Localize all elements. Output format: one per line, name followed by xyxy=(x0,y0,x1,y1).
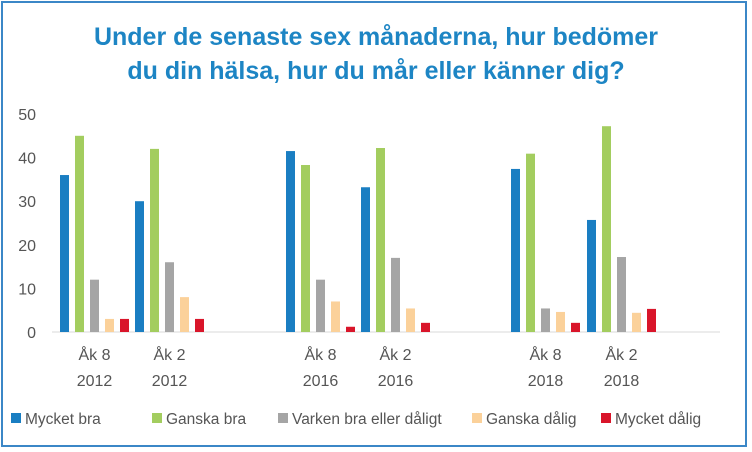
y-tick-label: 50 xyxy=(18,107,36,124)
bar xyxy=(647,308,656,332)
y-tick-label: 0 xyxy=(27,325,36,342)
bar xyxy=(60,175,69,332)
bar xyxy=(75,135,84,332)
y-axis: 0 10 20 30 40 50 xyxy=(18,107,36,342)
x-category-label: Åk 2 xyxy=(605,345,637,364)
legend-swatch xyxy=(278,413,288,423)
y-tick-label: 30 xyxy=(18,194,36,211)
x-category-year: 2018 xyxy=(528,373,564,390)
bar xyxy=(571,322,580,332)
y-tick-label: 20 xyxy=(18,238,36,255)
bar xyxy=(180,297,189,332)
bar xyxy=(361,187,370,332)
bar xyxy=(376,148,385,332)
x-category-label: Åk 8 xyxy=(304,345,336,364)
legend-label: Mycket dålig xyxy=(615,411,701,428)
x-category-label: Åk 2 xyxy=(379,345,411,364)
chart-frame xyxy=(1,1,747,447)
bar xyxy=(331,301,340,332)
bar xyxy=(105,318,114,332)
bar xyxy=(346,326,355,332)
bar xyxy=(587,219,596,332)
x-category-label: Åk 8 xyxy=(78,345,110,364)
x-category-year: 2016 xyxy=(378,373,414,390)
bar xyxy=(286,151,295,332)
x-category-label: Åk 2 xyxy=(153,345,185,364)
x-category-year: 2016 xyxy=(303,373,339,390)
bar xyxy=(165,262,174,332)
bar xyxy=(511,168,520,332)
legend-label: Varken bra eller dåligt xyxy=(292,411,442,428)
legend-label: Ganska dålig xyxy=(486,411,576,428)
x-category-year: 2012 xyxy=(77,373,113,390)
chart-title: Under de senaste sex månaderna, hur bedö… xyxy=(0,20,752,88)
bar xyxy=(632,312,641,332)
bars xyxy=(60,126,656,332)
bar xyxy=(556,311,565,332)
chart-title-line-2: du din hälsa, hur du mår eller känner di… xyxy=(127,57,625,85)
bar xyxy=(406,308,415,332)
bar xyxy=(391,257,400,332)
bar xyxy=(541,308,550,332)
legend-swatch xyxy=(601,413,611,423)
bar xyxy=(195,318,204,332)
legend-swatch xyxy=(11,413,21,423)
bar xyxy=(617,257,626,332)
bar xyxy=(602,126,611,332)
bar xyxy=(150,148,159,332)
bar xyxy=(90,279,99,332)
bar xyxy=(301,165,310,332)
legend-label: Mycket bra xyxy=(25,411,101,428)
legend-swatch xyxy=(152,413,162,423)
x-category-year: 2018 xyxy=(604,373,640,390)
x-category-year: 2012 xyxy=(152,373,188,390)
y-tick-label: 40 xyxy=(18,151,36,168)
bar xyxy=(421,322,430,332)
legend: Mycket bra Ganska bra Varken bra eller dål… xyxy=(11,411,701,428)
bar xyxy=(526,153,535,332)
bar xyxy=(120,318,129,332)
bar xyxy=(135,201,144,332)
y-tick-label: 10 xyxy=(18,281,36,298)
x-category-label: Åk 8 xyxy=(529,345,561,364)
x-axis-labels: Åk 8 2012 Åk 2 2012 Åk 8 2016 Åk 2 2016 Åk 8 2018… xyxy=(77,345,640,390)
legend-swatch xyxy=(472,413,482,423)
legend-label: Ganska bra xyxy=(166,411,247,428)
chart-title-line-1: Under de senaste sex månaderna, hur bedö… xyxy=(93,23,659,51)
bar xyxy=(316,279,325,332)
